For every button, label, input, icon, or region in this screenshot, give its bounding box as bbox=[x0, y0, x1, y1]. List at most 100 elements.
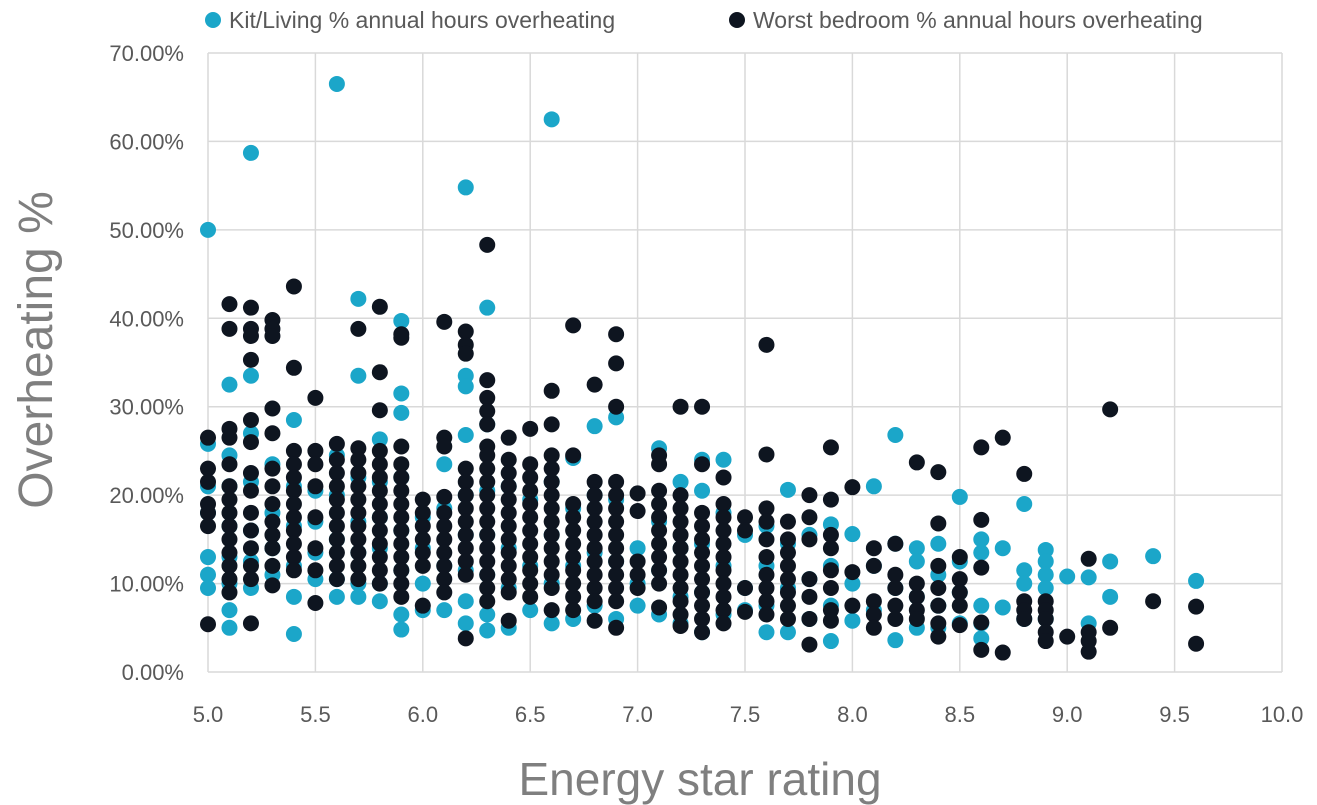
data-point bbox=[522, 575, 539, 592]
data-point bbox=[758, 531, 775, 548]
data-point bbox=[586, 487, 603, 504]
data-point bbox=[887, 610, 904, 627]
data-point bbox=[608, 579, 625, 596]
data-point bbox=[393, 456, 410, 473]
data-point bbox=[500, 531, 517, 548]
data-point bbox=[779, 544, 796, 561]
data-point bbox=[457, 566, 474, 583]
data-point bbox=[844, 564, 861, 581]
data-point bbox=[393, 469, 410, 486]
data-point bbox=[629, 566, 646, 583]
data-point bbox=[672, 593, 689, 610]
data-point bbox=[436, 313, 453, 330]
data-point bbox=[865, 593, 882, 610]
legend-label-kit-living: Kit/Living % annual hours overheating bbox=[229, 7, 615, 33]
data-point bbox=[457, 179, 474, 196]
data-point bbox=[371, 456, 388, 473]
data-point bbox=[393, 329, 410, 346]
data-point bbox=[779, 557, 796, 574]
data-point bbox=[801, 487, 818, 504]
data-point bbox=[586, 513, 603, 530]
data-point bbox=[887, 535, 904, 552]
data-point bbox=[221, 544, 238, 561]
data-point bbox=[694, 610, 711, 627]
data-point bbox=[1145, 548, 1162, 565]
data-point bbox=[350, 465, 367, 482]
data-point bbox=[307, 562, 324, 579]
y-tick-label: 60.00% bbox=[109, 129, 184, 154]
data-point bbox=[436, 602, 453, 619]
data-point bbox=[371, 535, 388, 552]
data-point bbox=[565, 317, 582, 334]
x-tick-label: 7.0 bbox=[622, 702, 653, 727]
data-point bbox=[672, 487, 689, 504]
data-point bbox=[436, 557, 453, 574]
data-point bbox=[994, 599, 1011, 616]
data-point bbox=[242, 299, 259, 316]
data-point bbox=[930, 628, 947, 645]
data-point bbox=[887, 427, 904, 444]
data-point bbox=[779, 513, 796, 530]
data-point bbox=[242, 327, 259, 344]
data-point bbox=[200, 221, 216, 238]
data-point bbox=[371, 593, 388, 610]
data-point bbox=[436, 544, 453, 561]
data-point bbox=[672, 566, 689, 583]
data-point bbox=[522, 522, 539, 539]
data-point bbox=[457, 593, 474, 610]
data-point bbox=[822, 540, 839, 557]
data-point bbox=[328, 465, 345, 482]
data-point bbox=[479, 553, 496, 570]
data-point bbox=[371, 509, 388, 526]
data-point bbox=[1059, 568, 1076, 585]
data-point bbox=[543, 540, 560, 557]
data-point bbox=[565, 575, 582, 592]
data-point bbox=[457, 615, 474, 632]
data-point bbox=[350, 518, 367, 535]
data-point bbox=[264, 478, 281, 495]
data-point bbox=[350, 571, 367, 588]
legend-marker-kit-living bbox=[205, 12, 221, 28]
data-point bbox=[328, 588, 345, 605]
data-point bbox=[844, 575, 861, 592]
data-point bbox=[994, 644, 1011, 661]
data-point bbox=[307, 540, 324, 557]
data-point bbox=[242, 465, 259, 482]
data-point bbox=[479, 540, 496, 557]
data-point bbox=[479, 299, 496, 316]
data-point bbox=[500, 518, 517, 535]
data-point bbox=[350, 588, 367, 605]
data-point bbox=[758, 606, 775, 623]
data-point bbox=[307, 389, 324, 406]
data-point bbox=[264, 495, 281, 512]
data-point bbox=[1080, 569, 1097, 586]
data-point bbox=[414, 597, 431, 614]
data-point bbox=[522, 495, 539, 512]
data-point bbox=[500, 612, 517, 629]
data-point bbox=[1102, 619, 1119, 636]
data-point bbox=[242, 411, 259, 428]
data-point bbox=[264, 526, 281, 543]
data-point bbox=[1102, 401, 1119, 418]
data-point bbox=[457, 526, 474, 543]
data-point bbox=[414, 491, 431, 508]
data-point bbox=[608, 566, 625, 583]
data-point bbox=[479, 526, 496, 543]
data-point bbox=[371, 364, 388, 381]
data-point bbox=[801, 509, 818, 526]
data-point bbox=[264, 540, 281, 557]
data-point bbox=[457, 427, 474, 444]
data-point bbox=[479, 487, 496, 504]
data-point bbox=[715, 588, 732, 605]
data-point bbox=[307, 442, 324, 459]
data-point bbox=[694, 531, 711, 548]
data-point bbox=[930, 579, 947, 596]
data-point bbox=[715, 602, 732, 619]
data-point bbox=[221, 478, 238, 495]
data-point bbox=[500, 557, 517, 574]
data-point bbox=[242, 351, 259, 368]
data-point bbox=[1016, 610, 1033, 627]
data-point bbox=[1145, 593, 1162, 610]
data-point bbox=[522, 562, 539, 579]
data-point bbox=[779, 481, 796, 498]
